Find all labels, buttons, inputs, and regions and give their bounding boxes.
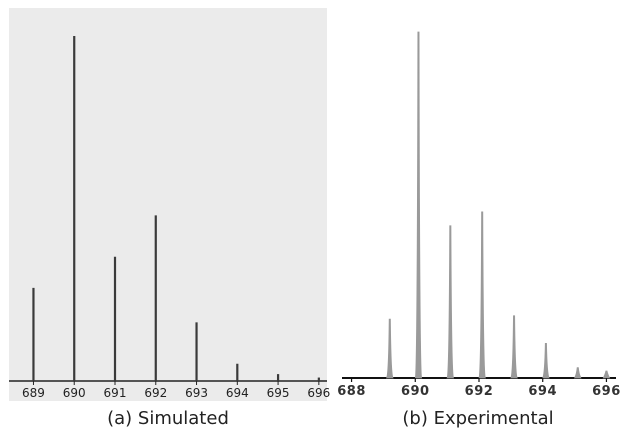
- caption-simulated: (a) Simulated: [107, 408, 229, 429]
- peak-4: [510, 315, 518, 379]
- x-ticks-experimental: 688 690 692 694 696: [337, 378, 620, 399]
- plot-background-a: [9, 8, 327, 401]
- tick-label-694: 694: [528, 384, 557, 399]
- caption-experimental: (b) Experimental: [402, 408, 553, 429]
- peak-0: [385, 318, 394, 379]
- tick-label-690: 690: [401, 384, 430, 399]
- tick-label-692: 692: [465, 384, 494, 399]
- peak-7: [602, 370, 611, 379]
- tick-label-692: 692: [144, 386, 167, 400]
- tick-label-693: 693: [185, 386, 208, 400]
- peak-1: [414, 31, 423, 379]
- peaks-experimental: [385, 31, 611, 379]
- tick-label-696: 696: [592, 384, 620, 399]
- tick-label-696: 696: [307, 386, 330, 400]
- peak-2: [446, 225, 455, 379]
- tick-label-689: 689: [22, 386, 45, 400]
- bars-simulated: [32, 36, 320, 381]
- plot-background-b: [340, 8, 616, 401]
- x-ticks-simulated: 689 690 691 692 693 694 695 696: [22, 381, 330, 400]
- tick-label-688: 688: [337, 384, 366, 399]
- panel-experimental: 688 690 692 694 696 (b) Experimental: [337, 8, 620, 429]
- tick-label-691: 691: [104, 386, 127, 400]
- panel-simulated: 689 690 691 692 693 694 695 696 (a) Simulated: [9, 8, 330, 429]
- peak-5: [542, 343, 550, 379]
- tick-label-690: 690: [63, 386, 86, 400]
- tick-label-694: 694: [226, 386, 249, 400]
- tick-label-695: 695: [267, 386, 290, 400]
- peak-6: [573, 367, 582, 379]
- peak-3: [478, 211, 487, 379]
